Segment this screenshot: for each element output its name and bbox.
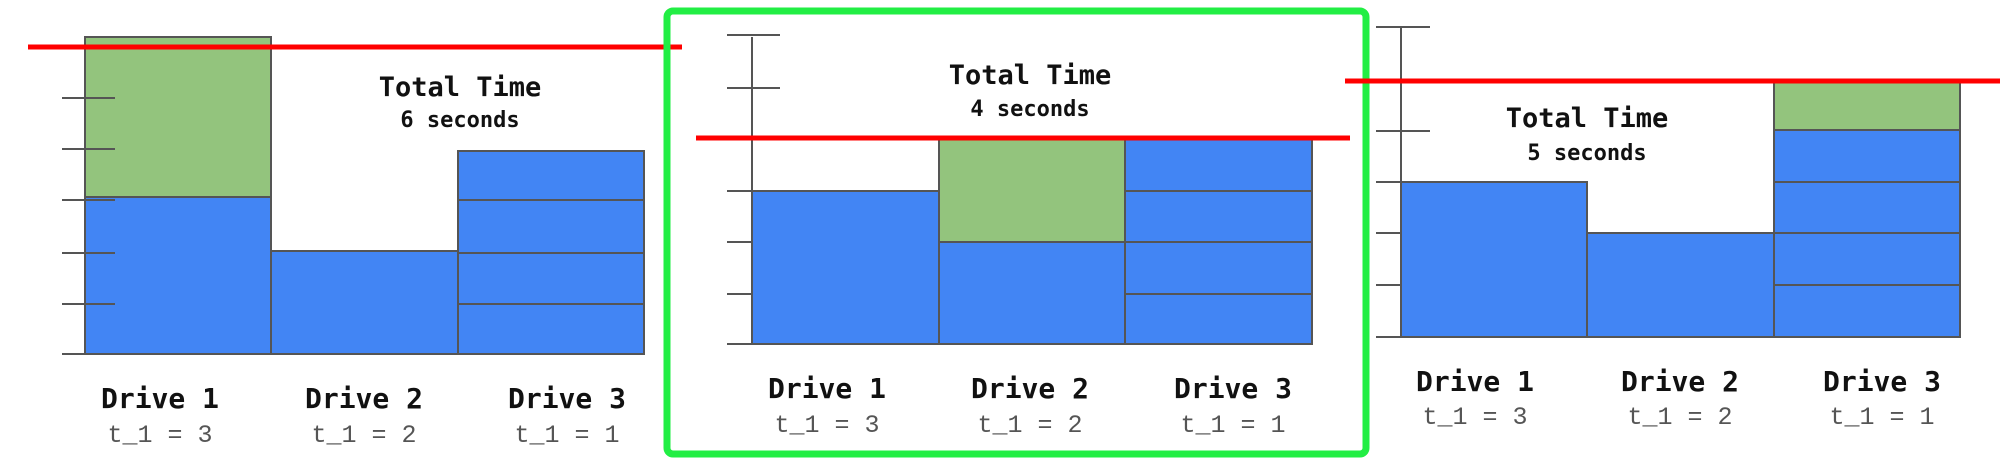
panel-2-drive-1-label: Drive 1 <box>768 372 886 405</box>
panel-2-drive-3-blue-block <box>1124 241 1313 295</box>
panel-1-drive-1-blue-block <box>84 196 272 355</box>
panel-3-drive-3-blue-block <box>1773 129 1961 183</box>
panel-1-blocks <box>84 36 645 355</box>
panel-1-drive-2-t: t_1 = 2 <box>311 421 416 450</box>
panel-3-drive-3-label: Drive 3 <box>1823 365 1941 398</box>
panel-2-drive-3-blue-block <box>1124 293 1313 345</box>
panel-2-drive-2-label: Drive 2 <box>971 372 1089 405</box>
panel-3-drive-3-green-block <box>1773 80 1961 131</box>
panel-1-drive-3-blue-block <box>457 199 645 254</box>
panel-1-drive-3-blue-block <box>457 303 645 355</box>
panel-3-drive-2-label: Drive 2 <box>1621 365 1739 398</box>
panel-1-drive-2-blue-block <box>270 250 459 355</box>
panel-3-drive-1-label: Drive 1 <box>1416 365 1534 398</box>
panel-1-drive-1-green-block <box>84 36 272 198</box>
panel-1-axis <box>62 97 115 355</box>
panel-1-total-time-value: 6 seconds <box>400 108 519 133</box>
panel-six-seconds: Total Time 6 seconds Drive 1 t_1 = 3 Dri… <box>28 36 682 450</box>
panel-2-drive-2-t: t_1 = 2 <box>977 411 1082 440</box>
panel-2-drive-2-blue-block <box>938 241 1126 345</box>
panel-1-drive-1-label: Drive 1 <box>101 382 219 415</box>
panel-2-drive-3-blue-block <box>1124 138 1313 192</box>
panel-2-total-time-title: Total Time <box>949 60 1112 91</box>
panel-3-drive-2-t: t_1 = 2 <box>1627 403 1732 432</box>
panel-3-drive-1-blue-block <box>1400 181 1588 338</box>
panel-2-drive-3-label: Drive 3 <box>1174 372 1292 405</box>
panel-3-drive-3-t: t_1 = 1 <box>1829 403 1934 432</box>
panel-3-total-time-value: 5 seconds <box>1527 141 1646 166</box>
panel-2-total-time-value: 4 seconds <box>970 97 1089 122</box>
panel-2-drive-1-t: t_1 = 3 <box>774 411 879 440</box>
panel-1-drive-3-blue-block <box>457 252 645 305</box>
panel-2-drive-3-t: t_1 = 1 <box>1180 411 1285 440</box>
panel-four-seconds: Total Time 4 seconds Drive 1 t_1 = 3 Dri… <box>663 7 1370 458</box>
panel-1-drive-3-blue-block <box>457 150 645 201</box>
panel-2-drive-2-green-block <box>938 138 1126 243</box>
panel-3-drive-3-blue-block <box>1773 284 1961 338</box>
panel-1-drive-2-label: Drive 2 <box>305 382 423 415</box>
panel-3-drive-2-blue-block <box>1586 232 1775 338</box>
panel-3-total-time-title: Total Time <box>1506 103 1669 134</box>
panel-3-drive-3-blue-block <box>1773 181 1961 234</box>
panel-five-seconds: Total Time 5 seconds Drive 1 t_1 = 3 Dri… <box>1345 26 2000 432</box>
panel-1-drive-3-t: t_1 = 1 <box>514 421 619 450</box>
panel-3-drive-1-t: t_1 = 3 <box>1422 403 1527 432</box>
panel-3-drive-3-blue-block <box>1773 232 1961 286</box>
panel-2-blocks <box>751 138 1313 345</box>
panel-2-highlight-border <box>663 7 1370 458</box>
panel-1-drive-1-t: t_1 = 3 <box>107 421 212 450</box>
panel-1-total-time-title: Total Time <box>379 72 542 103</box>
panel-2-drive-3-blue-block <box>1124 190 1313 243</box>
panel-2-drive-1-blue-block <box>751 190 940 345</box>
panel-1-drive-3-label: Drive 3 <box>508 382 626 415</box>
panel-3-blocks <box>1400 80 1961 338</box>
